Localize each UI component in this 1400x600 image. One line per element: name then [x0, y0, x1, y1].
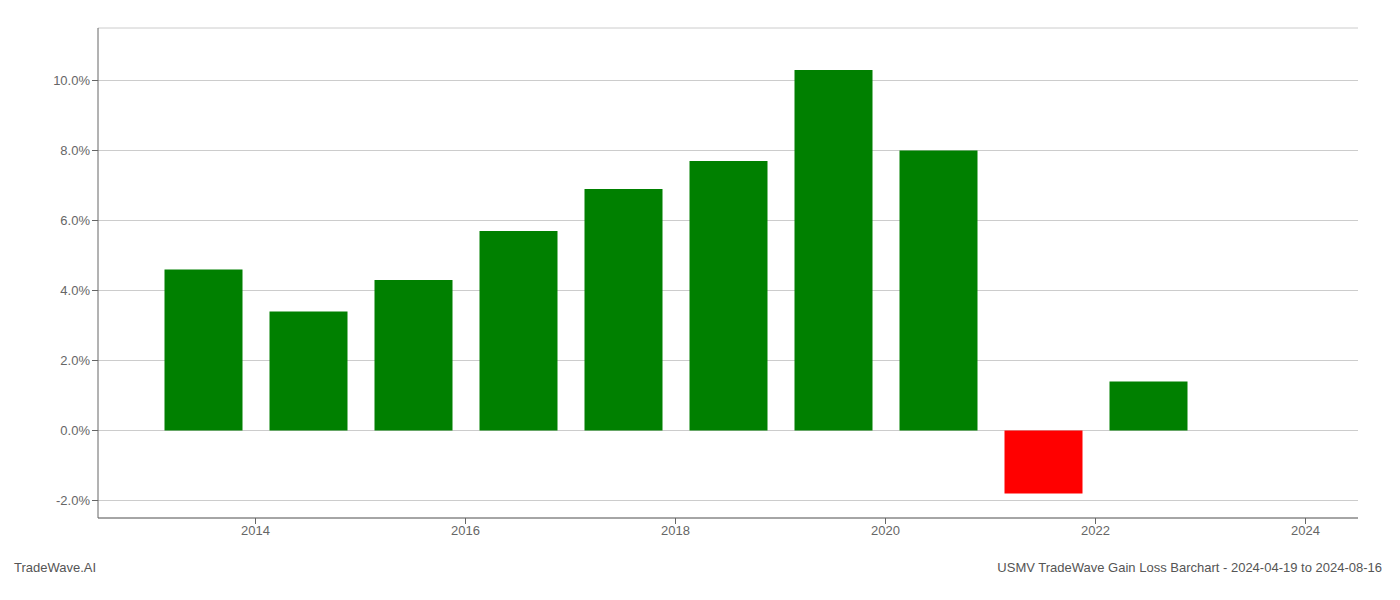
svg-text:-2.0%: -2.0%	[56, 493, 90, 508]
svg-text:10.0%: 10.0%	[53, 73, 90, 88]
svg-text:2014: 2014	[241, 523, 270, 538]
svg-text:2016: 2016	[451, 523, 480, 538]
svg-text:2022: 2022	[1081, 523, 1110, 538]
svg-text:2024: 2024	[1291, 523, 1320, 538]
html-text:TradeWave.AI: TradeWave.AI	[14, 560, 97, 575]
svg-text:4.0%: 4.0%	[60, 283, 90, 298]
svg-text:0.0%: 0.0%	[60, 423, 90, 438]
svg-text:2.0%: 2.0%	[60, 353, 90, 368]
svg-text:6.0%: 6.0%	[60, 213, 90, 228]
svg-text:2018: 2018	[661, 523, 690, 538]
svg-text:8.0%: 8.0%	[60, 143, 90, 158]
svg-text:2020: 2020	[871, 523, 900, 538]
html-text:USMV TradeWave Gain Loss Barch: USMV TradeWave Gain Loss Barchart - 2024…	[997, 560, 1382, 575]
